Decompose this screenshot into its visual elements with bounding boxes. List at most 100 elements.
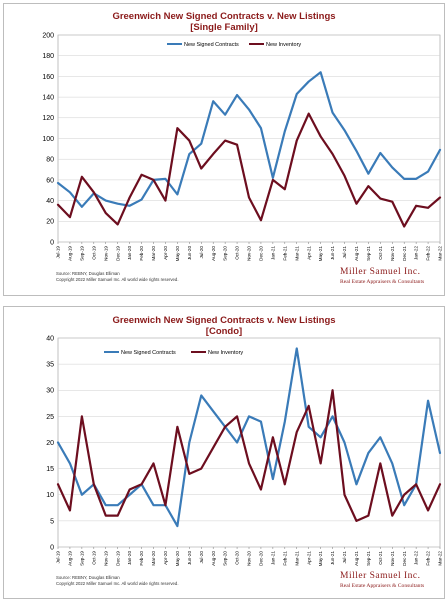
x-tick-label: Jul-20	[199, 551, 204, 564]
y-tick-label: 120	[42, 115, 54, 122]
x-tick-label: Jan-21	[270, 246, 275, 260]
series-line-new-signed-contracts	[56, 347, 442, 528]
x-tick-label: Nov-19	[103, 551, 108, 566]
x-tick-label: Sep-21	[366, 246, 371, 261]
x-tick-label: Dec-20	[259, 246, 264, 261]
x-tick-label: Oct-20	[235, 246, 240, 260]
chart-source: Source: REBNY, Douglas Elliman	[56, 575, 120, 580]
x-tick-label: Jul-19	[56, 551, 61, 564]
brand-name: Miller Samuel Inc.	[340, 267, 421, 277]
series-line-new-inventory	[56, 389, 442, 522]
x-tick-label: Sep-19	[79, 246, 84, 261]
x-tick-label: Sep-19	[79, 551, 84, 566]
x-tick-label: Apr-20	[163, 551, 168, 565]
brand-tagline: Real Estate Appraisers & Consultants	[340, 279, 424, 285]
x-tick-label: Dec-19	[115, 246, 120, 261]
x-tick-label: Jan-22	[414, 551, 419, 565]
x-tick-label: Nov-19	[103, 246, 108, 261]
x-tick-label: Feb-21	[282, 551, 287, 566]
legend-label-new-inventory: New Inventory	[208, 350, 243, 356]
x-tick-label: Apr-20	[163, 246, 168, 260]
y-tick-label: 35	[46, 362, 54, 369]
x-tick-label: Mar-20	[151, 246, 156, 261]
x-tick-label: Jan-21	[270, 551, 275, 565]
y-tick-label: 30	[46, 388, 54, 395]
chart-copyright: Copyright 2022 Miller Samuel Inc. All wo…	[56, 581, 179, 586]
x-tick-label: Sep-20	[223, 551, 228, 566]
x-tick-label: Jul-21	[342, 246, 347, 259]
x-tick-label: Nov-20	[247, 551, 252, 566]
x-tick-label: Feb-20	[139, 551, 144, 566]
condo-chart-panel: Greenwich New Signed Contracts v. New Li…	[3, 306, 445, 599]
chart-subtitle: [Single Family]	[190, 22, 258, 33]
x-tick-label: Dec-19	[115, 551, 120, 566]
x-tick-label: Aug-19	[68, 246, 73, 261]
x-tick-label: Feb-20	[139, 246, 144, 261]
x-tick-label: Aug-20	[211, 551, 216, 566]
x-tick-label: May-21	[318, 246, 323, 262]
y-tick-label: 20	[46, 219, 54, 226]
chart-source: Source: REBNY, Douglas Elliman	[56, 271, 120, 276]
y-tick-label: 60	[46, 177, 54, 184]
x-tick-label: Aug-20	[211, 246, 216, 261]
x-tick-label: Jan-22	[414, 246, 419, 260]
y-tick-label: 10	[46, 492, 54, 499]
legend-label-new-signed-contracts: New Signed Contracts	[184, 42, 239, 48]
x-tick-label: Mar-20	[151, 551, 156, 566]
x-tick-label: Apr-21	[306, 551, 311, 565]
x-tick-label: Mar-22	[438, 246, 443, 261]
x-tick-label: Aug-19	[68, 551, 73, 566]
x-tick-label: Jul-20	[199, 246, 204, 259]
x-tick-label: Oct-19	[91, 246, 96, 260]
x-tick-label: Oct-19	[91, 551, 96, 565]
y-tick-label: 160	[42, 74, 54, 81]
x-tick-label: Feb-22	[426, 551, 431, 566]
x-tick-label: May-20	[175, 246, 180, 262]
chart-title: Greenwich New Signed Contracts v. New Li…	[112, 11, 335, 22]
x-tick-label: Jun-20	[187, 246, 192, 260]
chart-copyright: Copyright 2022 Miller Samuel Inc. All wo…	[56, 277, 179, 282]
y-tick-label: 40	[46, 198, 54, 205]
x-tick-label: Mar-22	[438, 551, 443, 566]
x-tick-label: Feb-22	[426, 246, 431, 261]
x-tick-label: Nov-21	[390, 551, 395, 566]
x-tick-label: Dec-20	[259, 551, 264, 566]
x-tick-label: May-20	[175, 551, 180, 567]
x-tick-label: Oct-20	[235, 551, 240, 565]
series-line-new-signed-contracts	[56, 71, 442, 208]
x-tick-label: Jun-21	[330, 551, 335, 565]
x-tick-label: Jul-19	[56, 246, 61, 259]
x-tick-label: May-21	[318, 551, 323, 567]
x-tick-label: Nov-20	[247, 246, 252, 261]
x-tick-label: Feb-21	[282, 246, 287, 261]
y-tick-label: 180	[42, 53, 54, 60]
y-tick-label: 15	[46, 466, 54, 473]
series-line-new-inventory	[56, 112, 442, 228]
y-tick-label: 25	[46, 414, 54, 421]
single-family-line-chart: Greenwich New Signed Contracts v. New Li…	[42, 11, 443, 285]
x-tick-label: Aug-21	[354, 551, 359, 566]
brand-name: Miller Samuel Inc.	[340, 571, 421, 581]
x-tick-label: Oct-21	[378, 551, 383, 565]
single-family-chart-panel: Greenwich New Signed Contracts v. New Li…	[3, 3, 445, 296]
y-tick-label: 0	[50, 239, 54, 246]
x-tick-label: Jul-21	[342, 551, 347, 564]
legend-label-new-inventory: New Inventory	[266, 42, 301, 48]
brand-tagline: Real Estate Appraisers & Consultants	[340, 583, 424, 589]
chart-subtitle: [Condo]	[206, 326, 242, 337]
x-tick-label: Jan-20	[127, 246, 132, 260]
x-tick-label: Jun-20	[187, 551, 192, 565]
y-tick-label: 100	[42, 136, 54, 143]
x-tick-label: Sep-21	[366, 551, 371, 566]
x-tick-label: Apr-21	[306, 246, 311, 260]
x-tick-label: Sep-20	[223, 246, 228, 261]
y-tick-label: 5	[50, 518, 54, 525]
y-tick-label: 20	[46, 440, 54, 447]
x-tick-label: Nov-21	[390, 246, 395, 261]
chart-title: Greenwich New Signed Contracts v. New Li…	[112, 315, 335, 326]
x-tick-label: Dec-21	[402, 551, 407, 566]
legend-label-new-signed-contracts: New Signed Contracts	[121, 350, 176, 356]
x-tick-label: Dec-21	[402, 246, 407, 261]
y-tick-label: 40	[46, 335, 54, 342]
y-tick-label: 80	[46, 157, 54, 164]
